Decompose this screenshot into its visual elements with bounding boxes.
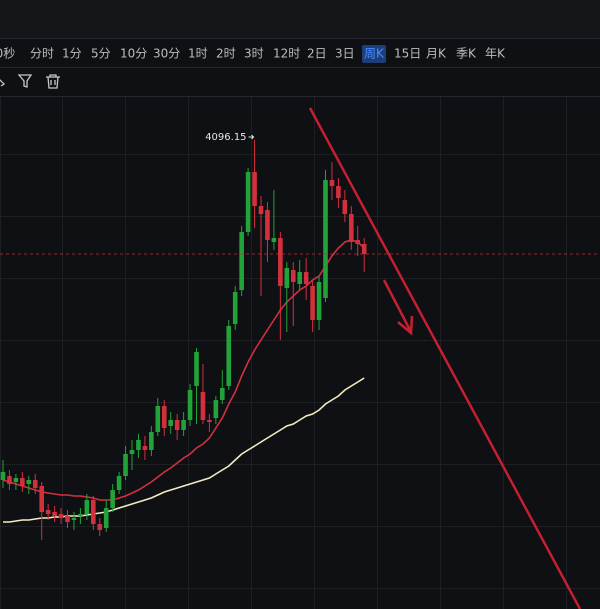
candle-body <box>136 440 141 451</box>
candle-body <box>329 180 335 187</box>
candle-body <box>252 172 257 207</box>
candle-body <box>245 172 251 233</box>
candle-body <box>297 272 302 285</box>
candle-body <box>142 446 148 451</box>
candle-body <box>91 500 96 525</box>
candle-body <box>187 390 193 421</box>
interval-tab[interactable]: 月K <box>426 47 447 61</box>
interval-tab[interactable]: 30分 <box>153 47 180 61</box>
candle-body <box>129 450 135 455</box>
candle-body <box>265 210 270 241</box>
grid <box>0 97 600 609</box>
candle-body <box>310 286 315 321</box>
candle-body <box>78 514 83 517</box>
candle-body <box>194 352 199 387</box>
candle-body <box>58 514 64 519</box>
draw-icon[interactable] <box>0 78 6 87</box>
candle-body <box>97 524 103 531</box>
candle-body <box>161 406 167 429</box>
candle-body <box>316 282 322 321</box>
selected-box <box>362 45 386 63</box>
interval-tab[interactable]: 年K <box>485 47 506 61</box>
interval-tab[interactable]: 15日 <box>394 47 421 61</box>
candle-body <box>168 420 173 427</box>
interval-tab[interactable]: 3日 <box>335 47 355 61</box>
candle-body <box>110 490 115 509</box>
trend-line <box>308 107 582 609</box>
candle-body <box>103 508 109 529</box>
candle-body <box>20 478 25 487</box>
top-bar <box>0 0 600 38</box>
annotations <box>308 107 582 609</box>
candle-body <box>39 486 44 513</box>
interval-tab[interactable]: 2时 <box>216 47 236 61</box>
interval-tab[interactable]: 季K <box>456 47 477 61</box>
candle-body <box>284 268 290 289</box>
candle-body <box>149 432 154 451</box>
candle-body <box>349 214 354 243</box>
candle-body <box>65 516 70 523</box>
filter-icon[interactable] <box>17 74 33 88</box>
candle-body <box>0 472 6 481</box>
candle-body <box>323 180 328 299</box>
candle-body <box>26 480 32 485</box>
interval-tab[interactable]: 1分 <box>62 47 82 61</box>
moving-average-line <box>2 239 365 501</box>
candle-body <box>181 420 186 431</box>
candle-body <box>116 476 122 491</box>
candle-body <box>232 292 238 325</box>
interval-tab[interactable]: 12时 <box>273 47 300 61</box>
interval-tab[interactable]: 10分 <box>120 47 147 61</box>
candle-body <box>213 400 219 419</box>
candle-body <box>290 270 296 283</box>
interval-tab[interactable]: 5分 <box>91 47 111 61</box>
interval-tab[interactable]: 2日 <box>307 47 327 61</box>
candle-body <box>303 272 309 285</box>
max-price-label: 4096.15 <box>205 132 246 143</box>
candle-body <box>226 326 232 387</box>
interval-tab[interactable]: 3时 <box>244 47 264 61</box>
moving-average-line <box>3 377 365 523</box>
delete-icon[interactable] <box>46 74 60 89</box>
candle-body <box>342 200 348 215</box>
interval-tab[interactable]: 分时 <box>30 47 54 61</box>
interval-tab[interactable]: 周K <box>364 47 385 61</box>
plot: 4096.15 <box>0 132 600 540</box>
candle-body <box>174 420 180 431</box>
candle-body <box>355 240 361 245</box>
candle-body <box>32 480 38 489</box>
candle-body <box>123 454 128 477</box>
interval-tab[interactable]: 1时 <box>188 47 208 61</box>
candle-body <box>278 238 283 287</box>
candle-body <box>258 206 264 215</box>
candle-body <box>271 238 277 243</box>
candle-body <box>155 406 161 433</box>
candle-body <box>84 500 90 515</box>
candle-body <box>71 518 77 521</box>
candle-body <box>336 186 341 199</box>
candle-body <box>200 392 206 421</box>
candle-body <box>52 512 57 517</box>
candle-body <box>361 244 367 255</box>
candle-body <box>13 478 19 483</box>
candle-body <box>239 232 244 291</box>
arrow-shaft <box>382 279 412 331</box>
candle-body <box>7 476 12 485</box>
candle-body <box>207 420 212 423</box>
interval-tab[interactable]: 30秒 <box>0 47 15 61</box>
candle-body <box>45 510 51 515</box>
tool-icons <box>0 74 60 89</box>
max-price-arrow <box>248 134 255 140</box>
arrow-head <box>397 315 414 336</box>
candle-body <box>220 388 225 401</box>
